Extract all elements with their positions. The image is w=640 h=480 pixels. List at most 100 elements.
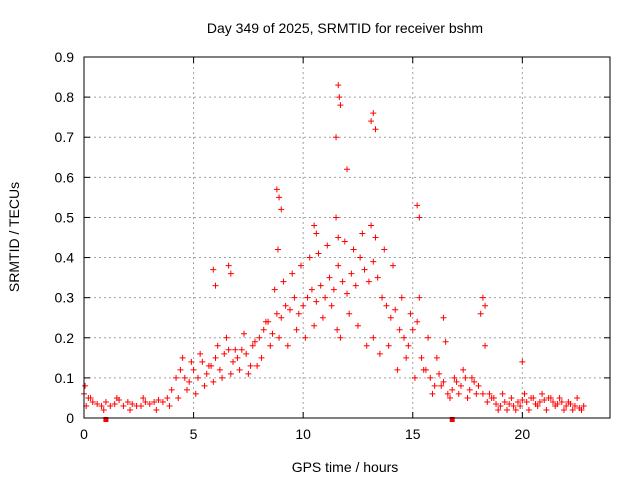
data-point — [236, 366, 243, 373]
data-point — [433, 354, 440, 361]
data-point — [565, 398, 572, 405]
data-point — [379, 294, 386, 301]
data-point — [159, 398, 166, 405]
data-point — [334, 326, 341, 333]
data-point — [284, 342, 291, 349]
data-point — [328, 302, 335, 309]
data-point — [186, 378, 193, 385]
data-point — [295, 310, 302, 317]
data-point — [370, 110, 377, 117]
data-point — [326, 274, 333, 281]
data-point — [425, 334, 432, 341]
data-point — [409, 326, 416, 333]
data-point — [240, 330, 247, 337]
data-point — [124, 398, 131, 405]
data-point — [317, 282, 324, 289]
data-point — [258, 354, 265, 361]
data-point — [414, 202, 421, 209]
data-point — [188, 358, 195, 365]
data-point — [205, 362, 212, 369]
data-point — [333, 134, 340, 141]
axis-marker — [449, 417, 455, 422]
data-point — [282, 302, 289, 309]
data-point — [368, 118, 375, 125]
data-point — [436, 370, 443, 377]
data-point — [370, 258, 377, 265]
data-point — [370, 334, 377, 341]
data-point — [414, 318, 421, 325]
x-axis-title: GPS time / hours — [292, 459, 399, 475]
data-point — [451, 374, 458, 381]
data-point — [146, 400, 153, 407]
data-point — [164, 394, 171, 401]
data-point — [354, 322, 361, 329]
data-point — [227, 270, 234, 277]
data-point — [313, 298, 320, 305]
data-point — [376, 350, 383, 357]
data-point — [223, 334, 230, 341]
plot-frame — [83, 56, 611, 419]
data-point — [273, 186, 280, 193]
data-point — [100, 406, 107, 413]
data-point — [184, 386, 191, 393]
data-point — [359, 230, 366, 237]
data-point — [216, 366, 223, 373]
data-point — [197, 350, 204, 357]
x-tick-label: 20 — [515, 426, 531, 442]
data-point — [293, 326, 300, 333]
data-point — [227, 370, 234, 377]
data-point — [493, 400, 500, 407]
data-point — [558, 398, 565, 405]
data-point — [113, 394, 120, 401]
data-point — [254, 362, 261, 369]
data-point — [348, 270, 355, 277]
data-point — [506, 400, 513, 407]
data-point — [403, 354, 410, 361]
data-point — [324, 242, 331, 249]
data-point — [512, 406, 519, 413]
data-point — [221, 350, 228, 357]
data-point — [490, 394, 497, 401]
data-point — [212, 282, 219, 289]
data-point — [311, 322, 318, 329]
data-point — [249, 342, 256, 349]
data-point — [179, 354, 186, 361]
data-point — [111, 400, 118, 407]
data-point — [232, 346, 239, 353]
y-tick-label: 0.3 — [55, 290, 75, 306]
data-point — [330, 286, 337, 293]
data-point — [137, 402, 144, 409]
data-point — [151, 398, 158, 405]
data-point — [82, 382, 89, 389]
data-point — [346, 310, 353, 317]
data-point — [530, 394, 537, 401]
data-point — [102, 398, 109, 405]
data-point — [501, 398, 508, 405]
data-point — [447, 394, 454, 401]
data-point — [212, 354, 219, 361]
data-point — [517, 402, 524, 409]
data-point — [94, 400, 101, 407]
data-point — [444, 390, 451, 397]
data-point — [372, 234, 379, 241]
data-point — [482, 342, 489, 349]
data-point — [471, 378, 478, 385]
data-point — [155, 396, 162, 403]
data-point — [552, 402, 559, 409]
data-point — [547, 394, 554, 401]
data-point — [556, 394, 563, 401]
data-point — [363, 342, 370, 349]
data-point — [319, 314, 326, 321]
data-point — [497, 402, 504, 409]
data-point — [140, 394, 147, 401]
data-point — [495, 406, 502, 413]
data-point — [256, 334, 263, 341]
data-point — [262, 318, 269, 325]
data-point — [341, 238, 348, 245]
data-point — [313, 230, 320, 237]
data-point — [129, 400, 136, 407]
data-point — [322, 294, 329, 301]
data-points — [81, 82, 587, 422]
data-point — [234, 354, 241, 361]
y-tick-labels: 0 0.1 0.2 0.3 0.4 0.5 0.6 0.7 0.8 0.9 — [55, 49, 75, 426]
